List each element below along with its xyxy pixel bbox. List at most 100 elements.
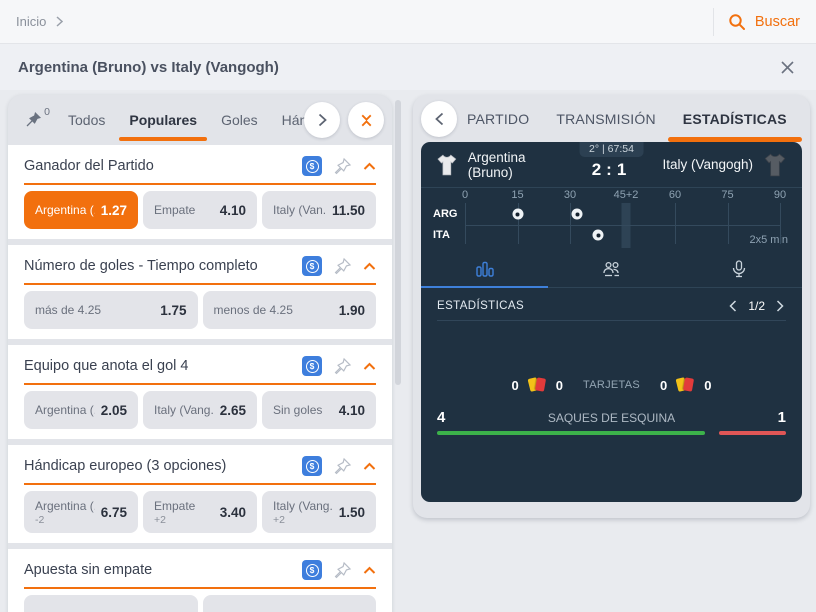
odds-button[interactable]: Italy (Vang...+2 1.50 bbox=[262, 491, 376, 533]
odds-button[interactable] bbox=[202, 595, 376, 612]
timeline-tick-label: 75 bbox=[721, 189, 734, 201]
collapse-icon bbox=[361, 114, 371, 126]
odds-value: 1.27 bbox=[100, 202, 127, 218]
away-corners-bar bbox=[719, 431, 786, 435]
scrollbar-thumb[interactable] bbox=[395, 100, 401, 385]
divider bbox=[712, 7, 714, 36]
market-title: Ganador del Partido bbox=[24, 158, 154, 174]
collapse-all-button[interactable] bbox=[348, 102, 384, 138]
odds-button[interactable]: Sin goles 4.10 bbox=[262, 391, 376, 429]
market-section: Ganador del Partido $ Argentina (... 1.27 Em… bbox=[8, 145, 392, 239]
viewer-tab-partido[interactable]: PARTIDO bbox=[467, 95, 529, 142]
close-button[interactable] bbox=[777, 57, 798, 78]
tabs-scroll-next-button[interactable] bbox=[304, 102, 340, 138]
market-section: Equipo que anota el gol 4 $ Argentina (...… bbox=[8, 345, 392, 439]
odds-button[interactable]: Italy (Vang... 2.65 bbox=[143, 391, 257, 429]
search-icon bbox=[729, 13, 745, 30]
tabs-scroll-prev-button[interactable] bbox=[421, 101, 457, 137]
odds-button[interactable]: Italy (Van... 11.50 bbox=[262, 191, 376, 229]
cashout-icon[interactable]: $ bbox=[302, 456, 322, 476]
pin-market-button[interactable] bbox=[333, 157, 352, 176]
market-section-header[interactable]: Ganador del Partido $ bbox=[8, 145, 392, 183]
market-tab-todos[interactable]: Todos bbox=[68, 95, 105, 145]
pinned-count: 0 bbox=[44, 106, 50, 118]
cards-stat-row: 0 0 TARJETAS 0 0 bbox=[421, 377, 802, 393]
dollar-sign: $ bbox=[305, 159, 319, 173]
odds-button[interactable]: Argentina (... 1.27 bbox=[24, 191, 138, 229]
odds-row bbox=[8, 589, 392, 612]
collapse-section-button[interactable] bbox=[363, 566, 376, 575]
market-section-header[interactable]: Hándicap europeo (3 opciones) $ bbox=[8, 445, 392, 483]
market-tab-goles[interactable]: Goles bbox=[221, 95, 258, 145]
home-team: Argentina (Bruno) bbox=[435, 150, 565, 180]
market-header-icons: $ bbox=[302, 156, 376, 176]
cards-icon bbox=[527, 377, 548, 393]
market-title: Equipo que anota el gol 4 bbox=[24, 358, 189, 374]
home-yellow-count: 0 bbox=[511, 377, 519, 393]
pin-icon bbox=[334, 561, 352, 578]
board-icon-tabs bbox=[421, 250, 802, 288]
odds-handicap: +2 bbox=[273, 513, 285, 526]
stats-next-button[interactable] bbox=[774, 298, 786, 314]
viewer-tab-estadísticas[interactable]: ESTADÍSTICAS bbox=[667, 95, 802, 142]
odds-button[interactable]: Argentina (... 2.05 bbox=[24, 391, 138, 429]
tab-lineups[interactable] bbox=[548, 250, 675, 287]
cashout-icon[interactable]: $ bbox=[302, 256, 322, 276]
breadcrumb-home-link[interactable]: Inicio bbox=[16, 14, 47, 29]
market-sections: Ganador del Partido $ Argentina (... 1.27 Em… bbox=[8, 145, 392, 612]
collapse-section-button[interactable] bbox=[363, 462, 376, 471]
market-section-header[interactable]: Número de goles - Tiempo completo $ bbox=[8, 245, 392, 283]
pin-market-button[interactable] bbox=[333, 357, 352, 376]
tab-commentary[interactable] bbox=[675, 250, 802, 287]
odds-button[interactable]: menos de 4.25 1.90 bbox=[202, 291, 376, 329]
search-button[interactable]: Buscar bbox=[728, 13, 800, 31]
cashout-icon[interactable]: $ bbox=[302, 356, 322, 376]
odds-button[interactable]: Empate +2 3.40 bbox=[143, 491, 257, 533]
odds-button[interactable]: más de 4.25 1.75 bbox=[24, 291, 198, 329]
pin-market-button[interactable] bbox=[333, 257, 352, 276]
market-tabs: Todos Populares Goles Hándi bbox=[68, 95, 318, 145]
odds-label: Italy (Vang...+2 bbox=[273, 498, 333, 526]
corners-stat-row: 4 SAQUES DE ESQUINA 1 bbox=[421, 409, 802, 435]
market-title: Hándicap europeo (3 opciones) bbox=[24, 458, 227, 474]
pinned-markets-filter[interactable]: 0 bbox=[24, 106, 50, 130]
timeline-gridline bbox=[675, 203, 676, 244]
timeline-gridline bbox=[727, 203, 729, 244]
pin-market-button[interactable] bbox=[333, 561, 352, 580]
stats-pager: 1/2 bbox=[727, 298, 786, 314]
odds-label: más de 4.25 bbox=[35, 303, 102, 317]
section-accent-underline bbox=[24, 283, 376, 285]
cashout-icon[interactable]: $ bbox=[302, 156, 322, 176]
chevron-up-icon bbox=[363, 566, 376, 574]
odds-button[interactable]: Empate 4.10 bbox=[143, 191, 257, 229]
market-tab-populares[interactable]: Populares bbox=[119, 95, 207, 145]
market-section-header[interactable]: Equipo que anota el gol 4 $ bbox=[8, 345, 392, 383]
stats-board: Argentina (Bruno) 2° | 67:54 2:1 Italy (… bbox=[421, 142, 802, 502]
home-red-count: 0 bbox=[555, 377, 563, 393]
collapse-section-button[interactable] bbox=[363, 262, 376, 271]
red-card-icon bbox=[683, 377, 695, 392]
market-tabs-bar: 0 Todos Populares Goles Hándi bbox=[8, 95, 392, 145]
cashout-icon[interactable]: $ bbox=[302, 560, 322, 580]
section-accent-underline bbox=[24, 383, 376, 385]
chevron-right-icon bbox=[56, 16, 64, 27]
away-team-name: Italy (Vangogh) bbox=[662, 157, 753, 172]
market-section-header[interactable]: Apuesta sin empate $ bbox=[8, 549, 392, 587]
odds-label: Sin goles bbox=[273, 403, 323, 417]
pin-market-button[interactable] bbox=[333, 457, 352, 476]
viewer-tab-transmisión[interactable]: TRANSMISIÓN bbox=[556, 95, 655, 142]
breadcrumb[interactable]: Inicio bbox=[16, 14, 64, 29]
tab-stats-chart[interactable] bbox=[421, 250, 548, 288]
collapse-section-button[interactable] bbox=[363, 162, 376, 171]
stats-header-underline bbox=[437, 320, 786, 321]
odds-label: Argentina (... bbox=[35, 403, 95, 417]
collapse-section-button[interactable] bbox=[363, 362, 376, 371]
close-icon bbox=[781, 60, 794, 74]
stats-prev-button[interactable] bbox=[727, 298, 739, 314]
market-section: Apuesta sin empate $ bbox=[8, 549, 392, 612]
stats-header: ESTADÍSTICAS 1/2 bbox=[421, 294, 802, 318]
odds-button[interactable] bbox=[24, 595, 198, 612]
market-header-icons: $ bbox=[302, 256, 376, 276]
odds-row: Argentina (... 1.27 Empate 4.10 Italy (Van..… bbox=[8, 185, 392, 239]
odds-button[interactable]: Argentina (...-2 6.75 bbox=[24, 491, 138, 533]
